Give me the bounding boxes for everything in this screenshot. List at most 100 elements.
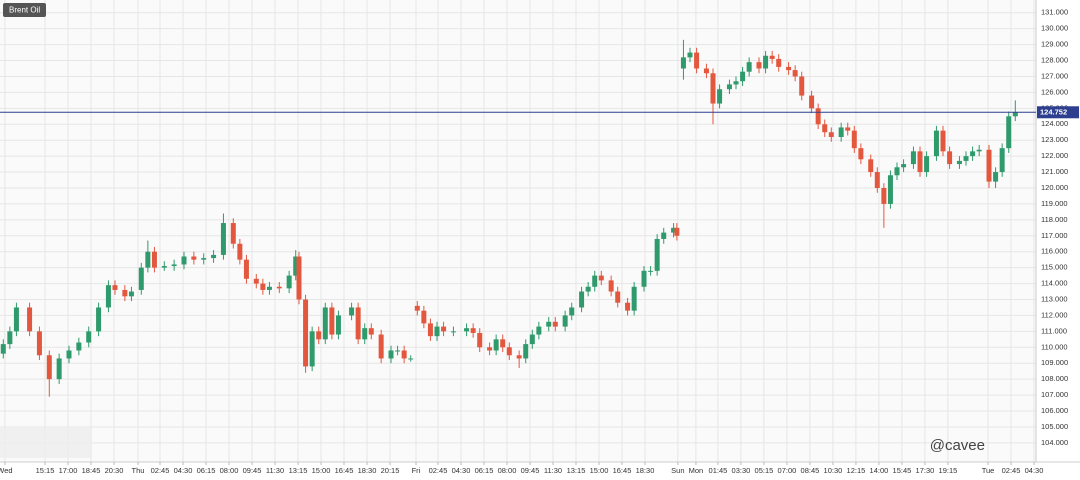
candle-body — [786, 66, 792, 71]
candle-body — [388, 350, 394, 359]
candle-body — [220, 223, 226, 255]
candle-body — [585, 286, 591, 292]
candle-body — [86, 331, 92, 343]
x-tick-label: 09:45 — [243, 466, 262, 475]
y-tick-label: 113.000 — [1041, 294, 1068, 303]
candle-body — [917, 151, 923, 173]
x-tick-label: 09:45 — [521, 466, 540, 475]
x-tick-label: 06:15 — [197, 466, 216, 475]
candle-body — [260, 283, 266, 290]
candle-body — [536, 326, 542, 335]
candle-body — [845, 127, 851, 131]
candle-body — [947, 151, 953, 165]
title-box — [3, 3, 46, 17]
y-tick-label: 119.000 — [1041, 199, 1068, 208]
candle-body — [933, 130, 939, 157]
chart-title: Brent Oil — [9, 6, 40, 15]
candle-body — [487, 347, 493, 351]
y-tick-label: 122.000 — [1041, 151, 1068, 160]
x-tick-label: 05:15 — [755, 466, 774, 475]
y-tick-label: 128.000 — [1041, 56, 1068, 65]
candle-body — [976, 149, 982, 152]
y-tick-label: 106.000 — [1041, 406, 1068, 415]
candle-body — [441, 326, 447, 332]
candle-body — [450, 331, 456, 333]
y-tick-label: 108.000 — [1041, 374, 1068, 383]
candle-body — [201, 258, 207, 260]
candle-body — [986, 149, 992, 182]
candle-body — [171, 264, 177, 267]
x-tick-label: 04:30 — [174, 466, 193, 475]
current-price-box — [1037, 106, 1079, 119]
candle-body — [13, 307, 19, 332]
candle-body — [809, 95, 815, 109]
candle-body — [122, 289, 128, 297]
x-tick-label: 18:45 — [82, 466, 101, 475]
y-tick-label: 120.000 — [1041, 183, 1068, 192]
candle-body — [500, 339, 506, 348]
candle-body — [66, 350, 72, 359]
x-tick-label: 12:15 — [847, 466, 866, 475]
candle-body — [822, 124, 828, 133]
x-tick-label: 18:30 — [358, 466, 377, 475]
x-tick-label: 11:30 — [266, 466, 284, 475]
candle-body — [266, 286, 272, 290]
candle-body — [671, 227, 677, 233]
blur-box — [0, 428, 92, 458]
x-tick-label: 16:45 — [613, 466, 632, 475]
candle-body — [956, 160, 962, 165]
x-tick-label: 17:00 — [59, 466, 78, 475]
x-tick-label: 15:00 — [312, 466, 331, 475]
candle-body — [569, 307, 575, 316]
candle-body — [349, 307, 355, 316]
candle-body — [151, 251, 157, 268]
candle-body — [680, 57, 686, 69]
candle-body — [993, 172, 999, 182]
candle-body — [648, 270, 654, 272]
candle-body — [516, 355, 522, 359]
x-tick-label: 20:30 — [105, 466, 124, 475]
candle-body — [322, 307, 328, 340]
candle-body — [717, 89, 723, 104]
candle-body — [858, 148, 864, 160]
y-tick-label: 110.000 — [1041, 342, 1068, 351]
y-tick-label: 107.000 — [1041, 390, 1068, 399]
candle-body — [464, 328, 470, 332]
candle-body — [815, 108, 821, 125]
x-tick-label: 04:30 — [452, 466, 471, 475]
candle-body — [799, 76, 805, 96]
candle-body — [963, 156, 969, 161]
y-tick-label: 117.000 — [1041, 231, 1068, 240]
y-tick-label: 126.000 — [1041, 87, 1068, 96]
candle-body — [687, 52, 693, 58]
axes: 104.000 105.000 106.000 107.000 108.000 109.0… — [0, 8, 1079, 475]
candle-body — [493, 339, 499, 351]
candle-body — [128, 291, 134, 297]
candle-body — [740, 71, 746, 82]
current-price-label: 124.752 — [1040, 107, 1067, 116]
candle-body — [1012, 112, 1018, 117]
candle-body — [421, 310, 427, 324]
y-tick-label: 118.000 — [1041, 215, 1068, 224]
candle-body — [368, 328, 374, 335]
y-tick-label: 112.000 — [1041, 310, 1068, 319]
candle-body — [828, 132, 834, 138]
candle-body — [733, 81, 739, 85]
x-tick-label: 10:30 — [824, 466, 843, 475]
candle-body — [792, 70, 798, 77]
x-tick-label: 13:15 — [567, 466, 586, 475]
candle-body — [615, 291, 621, 303]
price-axis-panel — [1036, 0, 1080, 462]
candle-body — [592, 275, 598, 287]
candle-body — [546, 321, 552, 327]
grid — [0, 0, 1036, 462]
candle-body — [674, 227, 680, 236]
candle-body — [851, 130, 857, 149]
y-tick-label: 131.000 — [1041, 8, 1068, 17]
x-tick-label: 14:00 — [870, 466, 889, 475]
x-tick-label: 07:00 — [778, 466, 797, 475]
candle-body — [608, 280, 614, 292]
y-tick-label: 121.000 — [1041, 167, 1068, 176]
y-tick-label: 129.000 — [1041, 40, 1068, 49]
y-tick-label: 115.000 — [1041, 263, 1068, 272]
